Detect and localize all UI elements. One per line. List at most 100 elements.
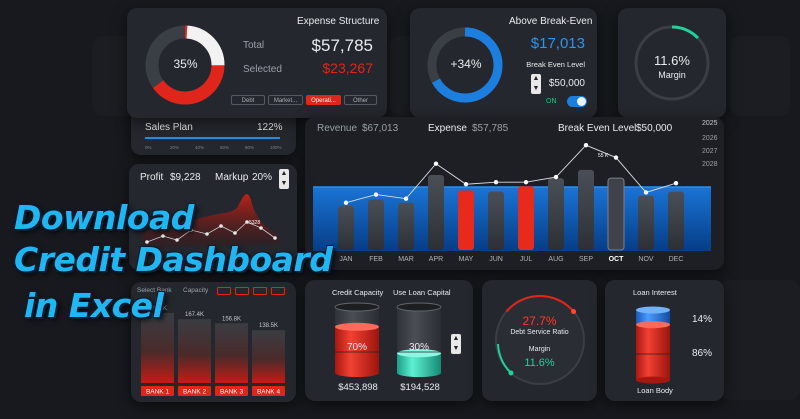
revenue-bar-oct[interactable]	[608, 178, 624, 250]
break-even-level-value: $50,000	[548, 78, 585, 89]
markup-trend-point	[493, 180, 499, 185]
revenue-bar-sep[interactable]	[578, 169, 594, 250]
expense-chip-other[interactable]: Other	[344, 95, 377, 105]
credit-capacity-percent: 70%	[346, 342, 367, 353]
bank-bar-2[interactable]	[178, 319, 211, 383]
break-even-toggle-label: ON	[546, 98, 557, 105]
sales-plan-title: Sales Plan	[145, 122, 193, 133]
loan-capital-value: $194,528	[400, 382, 440, 393]
markup-trend-point	[373, 192, 379, 197]
month-label-oct: OCT	[609, 256, 625, 263]
bank-button-1[interactable]	[141, 386, 174, 396]
markup-trend-point	[673, 181, 679, 186]
month-label-dec: DEC	[669, 256, 684, 263]
loan-cylinder-fill-top	[397, 349, 441, 358]
loan-cylinder-rim	[396, 302, 442, 312]
loan-interest-top	[636, 306, 670, 314]
month-label-jan: JAN	[339, 256, 352, 263]
markup-down-icon[interactable]: ▼	[280, 180, 288, 187]
summary-expense-label: Expense	[428, 123, 467, 134]
revenue-bar-dec[interactable]	[668, 191, 684, 250]
break-even-percent: +34%	[450, 57, 482, 71]
year-2026[interactable]: 2026	[702, 135, 718, 142]
break-even-level-stepper[interactable]: ▲ ▼	[531, 74, 541, 94]
bank-filter-icon-3[interactable]	[253, 287, 267, 295]
dsr-gauge-face	[496, 296, 584, 384]
bank-bar-1[interactable]	[141, 313, 174, 383]
expense-donut-hole	[161, 41, 209, 89]
stepper-down-icon[interactable]: ▼	[532, 85, 540, 92]
summary-expense-value: $57,785	[472, 123, 509, 134]
year-2028[interactable]: 2028	[702, 161, 718, 168]
loan-interest-title: Loan Interest	[633, 288, 677, 297]
margin-gauge	[634, 25, 710, 101]
revenue-bar-jul[interactable]	[518, 186, 534, 250]
revenue-bar-feb[interactable]	[368, 199, 384, 250]
bank-filter-icon-2[interactable]	[235, 287, 249, 295]
break-even-toggle[interactable]	[567, 96, 587, 107]
month-label-nov: NOV	[638, 256, 654, 263]
bank-button-4[interactable]	[252, 386, 285, 396]
year-2027[interactable]: 2027	[702, 148, 718, 155]
profit-peak-label: 5328	[249, 220, 260, 226]
profit-area	[143, 194, 279, 248]
month-label-mar: MAR	[398, 256, 414, 263]
select-bank-label: Select Bank	[137, 287, 172, 294]
promo-credit-dashboard-text: Credit Dashboard	[14, 240, 333, 279]
markup-value: 20%	[252, 172, 273, 183]
revenue-bar-jan[interactable]	[338, 205, 354, 250]
revenue-bar-mar[interactable]	[398, 202, 414, 250]
bank-capacity-chart: 183.7K BANK 1 167.4K BANK 2 156.8K BANK 3 138.…	[141, 306, 285, 396]
bank-button-2[interactable]	[178, 386, 211, 396]
bank-name-label-3[interactable]: BANK 3	[220, 389, 244, 396]
revenue-bar-may[interactable]	[458, 190, 474, 250]
loan-cylinder-fill	[397, 353, 441, 373]
sales-plan-tick: 100%	[270, 145, 282, 150]
markup-up-icon[interactable]: ▲	[280, 170, 288, 177]
markup-stepper[interactable]: ▲ ▼	[279, 169, 289, 189]
revenue-bar-nov[interactable]	[638, 195, 654, 250]
dsr-margin-arc	[497, 343, 512, 374]
expense-chip-operating[interactable]: Operati...	[306, 95, 341, 105]
bank-value-label-3: 156.8K	[222, 316, 241, 322]
break-even-card: +34% Above Break-Even $17,013 Break Even…	[410, 8, 597, 118]
year-2025[interactable]: 2025	[702, 120, 718, 127]
markup-trend-point	[403, 196, 409, 201]
break-even-donut-arc	[427, 27, 503, 103]
summary-revenue-label: Revenue	[317, 123, 358, 134]
sales-plan-tick: 0%	[145, 145, 152, 150]
loan-body-top	[636, 321, 670, 329]
markup-trend-point	[613, 155, 619, 160]
loan-down-icon[interactable]: ▼	[452, 345, 460, 352]
credit-capacity-label: Credit Capacity	[332, 288, 384, 297]
selected-bar-outline	[607, 177, 625, 251]
revenue-bar-apr[interactable]	[428, 175, 444, 250]
bank-filter-icon-1[interactable]	[217, 287, 231, 295]
markup-trend-point	[343, 200, 349, 205]
bank-name-label-2[interactable]: BANK 2	[183, 389, 207, 396]
revenue-bar-jun[interactable]	[488, 191, 504, 250]
sales-plan-tick: 40%	[195, 145, 205, 150]
bank-button-3[interactable]	[215, 386, 248, 396]
stepper-up-icon[interactable]: ▲	[532, 75, 540, 82]
markup-trend-point	[433, 161, 439, 166]
expense-chip-debt[interactable]: Debt	[231, 95, 265, 105]
bank-name-label-4[interactable]: BANK 4	[257, 389, 281, 396]
profit-trend-points	[145, 220, 277, 244]
loan-capital-stepper[interactable]: ▲ ▼	[451, 334, 461, 354]
expense-chip-marketing[interactable]: Market...	[268, 95, 303, 105]
bank-bar-4[interactable]	[252, 330, 285, 383]
sales-plan-tick: 60%	[220, 145, 230, 150]
expense-selected-value: $23,267	[322, 60, 373, 76]
bank-name-label-1[interactable]: BANK 1	[146, 389, 170, 396]
bank-bar-3[interactable]	[215, 323, 248, 383]
dsr-margin-label: Margin	[528, 346, 551, 353]
dsr-margin-value: 11.6%	[524, 357, 555, 369]
loan-interest-fill	[636, 310, 670, 325]
bank-filter-icon-4[interactable]	[271, 287, 285, 295]
revenue-bar-aug[interactable]	[548, 178, 564, 250]
monthly-chart-card: Revenue $67,013 Expense $57,785 Break Ev…	[305, 117, 724, 270]
loan-up-icon[interactable]: ▲	[452, 335, 460, 342]
markup-label: Markup	[215, 172, 249, 183]
credit-cylinder-rim	[334, 302, 380, 312]
